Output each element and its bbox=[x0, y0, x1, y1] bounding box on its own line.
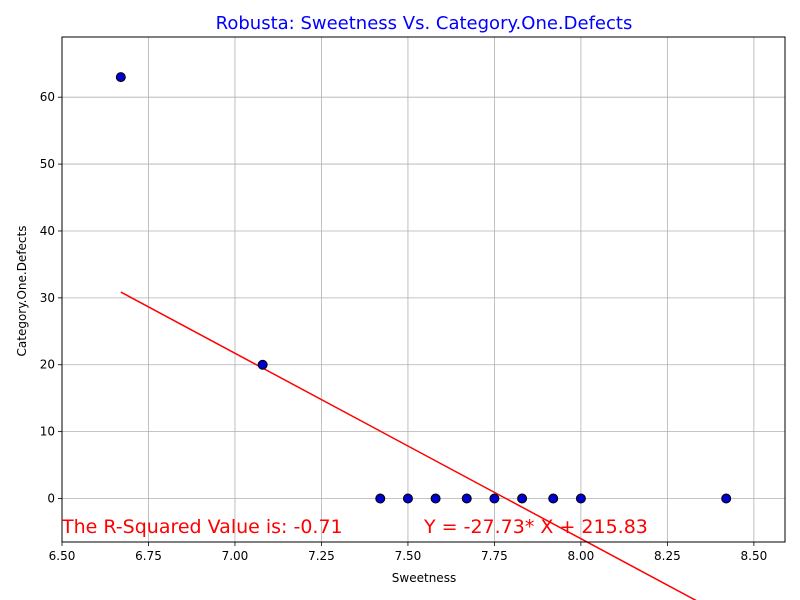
data-point bbox=[575, 493, 586, 504]
y-tick-label: 30 bbox=[40, 291, 55, 305]
data-points bbox=[115, 72, 732, 504]
regression-line bbox=[120, 291, 697, 600]
annotations: The R-Squared Value is: -0.71 Y = -27.73… bbox=[61, 516, 648, 538]
y-axis-label: Category.One.Defects bbox=[15, 226, 29, 357]
x-tick-label: 8.25 bbox=[654, 549, 681, 563]
x-tick-label: 8.00 bbox=[568, 549, 595, 563]
x-tick-label: 7.75 bbox=[481, 549, 508, 563]
y-tick-label: 50 bbox=[40, 157, 55, 171]
plot-frame bbox=[61, 36, 786, 543]
data-point bbox=[402, 493, 413, 504]
data-point bbox=[721, 493, 732, 504]
data-point bbox=[489, 493, 500, 504]
data-point bbox=[430, 493, 441, 504]
x-tick-label: 7.50 bbox=[395, 549, 422, 563]
data-point bbox=[517, 493, 528, 504]
data-point bbox=[257, 359, 268, 370]
x-tick-label: 7.25 bbox=[308, 549, 335, 563]
x-axis-label: Sweetness bbox=[392, 571, 456, 585]
regression-line-group bbox=[120, 291, 697, 600]
grid bbox=[61, 37, 785, 542]
data-point bbox=[375, 493, 386, 504]
regression-equation-annotation: Y = -27.73* X + 215.83 bbox=[423, 516, 648, 538]
x-tick-label: 7.00 bbox=[222, 549, 249, 563]
data-point bbox=[461, 493, 472, 504]
chart-title: Robusta: Sweetness Vs. Category.One.Defe… bbox=[216, 13, 633, 34]
y-tick-label: 20 bbox=[40, 358, 55, 372]
data-point bbox=[115, 72, 126, 83]
y-tick-label: 10 bbox=[40, 425, 55, 439]
x-tick-label: 6.50 bbox=[49, 549, 76, 563]
y-axis-ticks: 0 10 20 30 40 50 60 bbox=[40, 90, 62, 506]
x-axis-ticks: 6.50 6.75 7.00 7.25 7.50 7.75 8.00 8.25 8.50 bbox=[49, 542, 768, 563]
y-tick-label: 60 bbox=[40, 90, 55, 104]
x-tick-label: 6.75 bbox=[135, 549, 162, 563]
y-tick-label: 40 bbox=[40, 224, 55, 238]
r-squared-annotation: The R-Squared Value is: -0.71 bbox=[61, 516, 343, 538]
data-point bbox=[548, 493, 559, 504]
x-tick-label: 8.50 bbox=[741, 549, 768, 563]
y-tick-label: 0 bbox=[47, 492, 55, 506]
